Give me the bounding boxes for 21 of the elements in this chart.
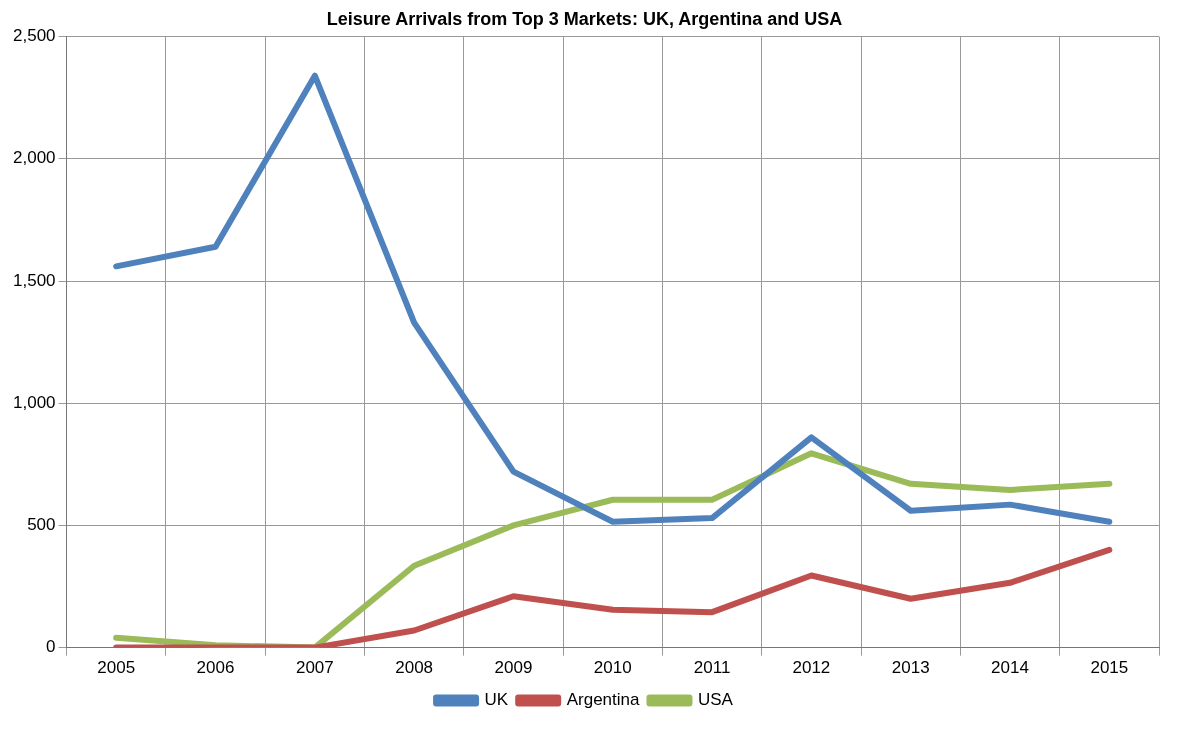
legend-label: USA	[697, 690, 734, 710]
y-tick-label: 1,000	[12, 392, 56, 412]
legend-label: Argentina	[566, 690, 641, 710]
legend-label: UK	[484, 690, 509, 710]
x-tick-label: 2010	[593, 658, 632, 678]
x-tick-label: 2006	[196, 658, 235, 678]
y-tick-label: 1,500	[12, 270, 56, 290]
x-tick-label: 2007	[295, 658, 334, 678]
x-tick-label: 2008	[395, 658, 434, 678]
y-tick-label: 0	[46, 637, 56, 657]
x-tick-label: 2013	[891, 658, 930, 678]
x-tick-label: 2009	[494, 658, 533, 678]
x-tick-label: 2014	[991, 658, 1029, 678]
x-tick-label: 2012	[792, 658, 831, 678]
x-tick-label: 2015	[1090, 658, 1129, 678]
y-tick-label: 2,500	[12, 26, 56, 46]
y-tick-label: 2,000	[12, 148, 56, 168]
x-tick-label: 2011	[693, 658, 731, 678]
y-tick-label: 500	[27, 515, 56, 535]
chart-title: Leisure Arrivals from Top 3 Markets: UK, Argentina and USA	[326, 8, 843, 29]
x-tick-label: 2005	[97, 658, 136, 678]
